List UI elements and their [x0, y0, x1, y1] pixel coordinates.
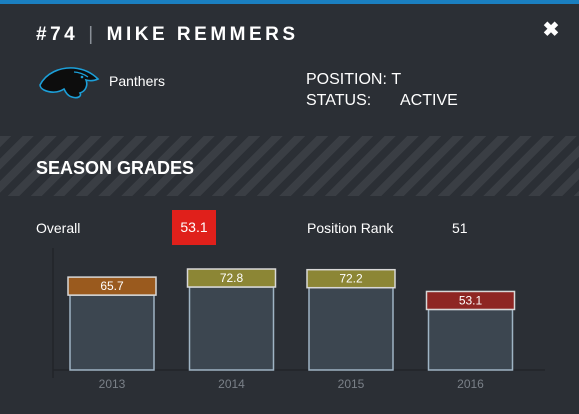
title-separator: |: [88, 24, 97, 45]
position-rank-label: Position Rank: [307, 220, 394, 236]
grade-value-2016: 53.1: [459, 293, 483, 307]
player-name: MIKE REMMERS: [106, 24, 299, 45]
grade-bar-2013: [69, 294, 155, 371]
overall-grade-badge: 53.1: [172, 210, 216, 245]
player-info: POSITION: T STATUS: ACTIVE: [306, 69, 458, 111]
panthers-logo: [39, 67, 100, 99]
player-number: #74: [36, 24, 79, 45]
grade-value-2015: 72.2: [339, 272, 363, 286]
grade-label-box-2016: [425, 290, 516, 311]
position-label: POSITION:: [306, 71, 387, 88]
status-row: STATUS: ACTIVE: [306, 90, 458, 111]
year-tick-2013: 2013: [99, 377, 126, 391]
position-rank-value: 51: [452, 220, 468, 236]
status-value: ACTIVE: [400, 92, 458, 109]
status-label: STATUS:: [306, 92, 372, 109]
grade-label-box-2014: [186, 268, 277, 288]
grade-label-box-2013: [67, 276, 157, 296]
year-tick-2015: 2015: [338, 377, 365, 391]
team-name: Panthers: [109, 73, 166, 89]
year-tick-2014: 2014: [218, 377, 245, 391]
grade-bar-2014: [188, 286, 275, 371]
year-tick-2016: 2016: [457, 377, 484, 391]
section-banner: [0, 136, 579, 196]
close-icon[interactable]: ✖: [542, 19, 560, 41]
top-accent-bar: [0, 0, 579, 4]
grade-value-2014: 72.8: [220, 271, 244, 285]
grade-bar-2015: [308, 286, 394, 371]
grade-bar-2016: [427, 308, 514, 371]
player-title: #74 | MIKE REMMERS: [36, 24, 299, 46]
grade-label-box-2015: [306, 268, 396, 289]
overall-label: Overall: [36, 220, 81, 236]
position-row: POSITION: T: [306, 69, 458, 90]
player-header: [0, 4, 579, 136]
position-value: T: [391, 71, 402, 88]
section-title: SEASON GRADES: [36, 158, 195, 178]
grade-value-2013: 65.7: [100, 279, 124, 293]
